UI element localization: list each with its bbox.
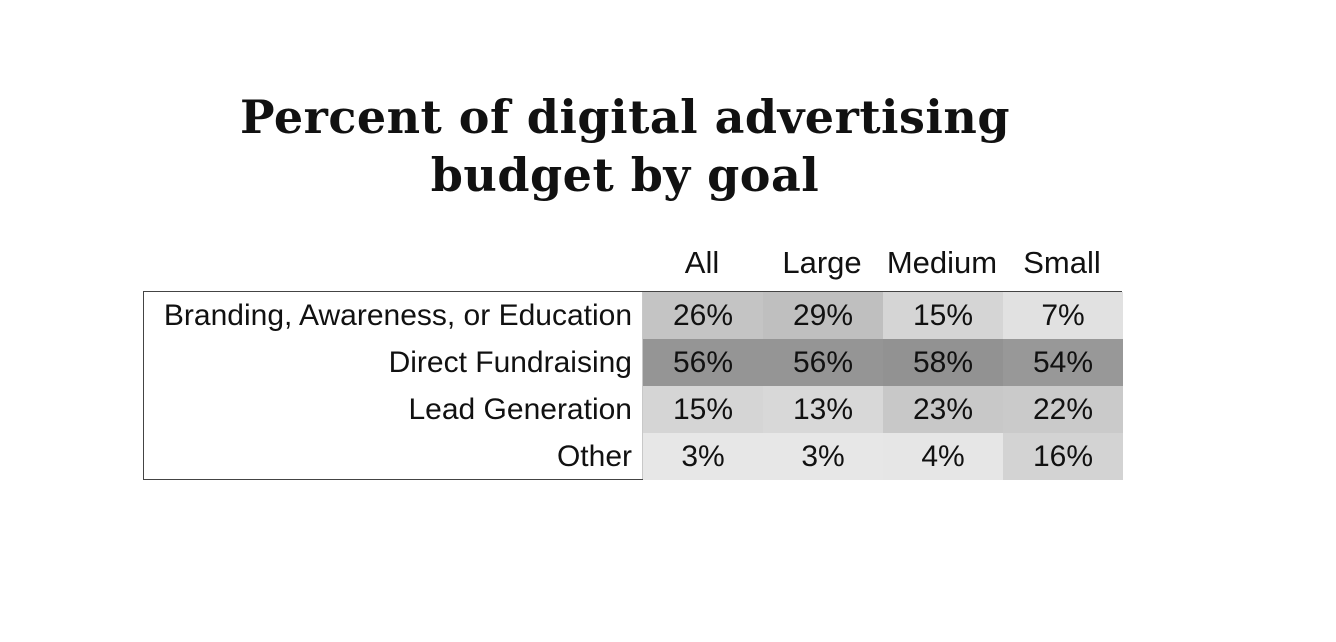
chart-title: Percent of digital advertising budget by… xyxy=(230,88,1020,204)
heatmap-cell: 29% xyxy=(763,292,883,339)
heatmap-cell: 13% xyxy=(763,386,883,433)
label-divider xyxy=(642,292,643,479)
heatmap-cell: 15% xyxy=(883,292,1003,339)
row-label: Direct Fundraising xyxy=(388,346,632,379)
heatmap-cell: 3% xyxy=(643,433,763,480)
heatmap-cell: 3% xyxy=(763,433,883,480)
table-row: Lead Generation 15% 13% 23% 22% xyxy=(144,386,1123,433)
column-header-large: Large xyxy=(782,245,862,280)
row-label: Lead Generation xyxy=(408,393,632,426)
heatmap-cell: 26% xyxy=(643,292,763,339)
column-header-small: Small xyxy=(1023,245,1101,280)
heatmap-cell: 4% xyxy=(883,433,1003,480)
row-label: Other xyxy=(556,440,632,473)
column-header-medium: Medium xyxy=(886,245,998,280)
heatmap-cell: 23% xyxy=(883,386,1003,433)
chart-title-line-2: budget by goal xyxy=(430,148,820,202)
heatmap-cell: 7% xyxy=(1003,292,1123,339)
heatmap-cell: 56% xyxy=(763,339,883,386)
chart-title-line-1: Percent of digital advertising xyxy=(239,90,1011,144)
heatmap-cell: 15% xyxy=(643,386,763,433)
heatmap-table: Branding, Awareness, or Education 26% 29% 1… xyxy=(143,291,1123,480)
heatmap-cell: 58% xyxy=(883,339,1003,386)
heatmap-cell: 22% xyxy=(1003,386,1123,433)
column-headers: All Large Medium Small xyxy=(642,240,1122,286)
table-row: Branding, Awareness, or Education 26% 29% 1… xyxy=(144,292,1123,339)
table-row: Direct Fundraising 56% 56% 58% 54% xyxy=(144,339,1123,386)
heatmap-cell: 54% xyxy=(1003,339,1123,386)
heatmap-cell: 16% xyxy=(1003,433,1123,480)
table-row: Other 3% 3% 4% 16% xyxy=(144,433,1123,480)
heatmap-cell: 56% xyxy=(643,339,763,386)
column-header-all: All xyxy=(684,245,720,280)
row-label: Branding, Awareness, or Education xyxy=(163,299,632,332)
